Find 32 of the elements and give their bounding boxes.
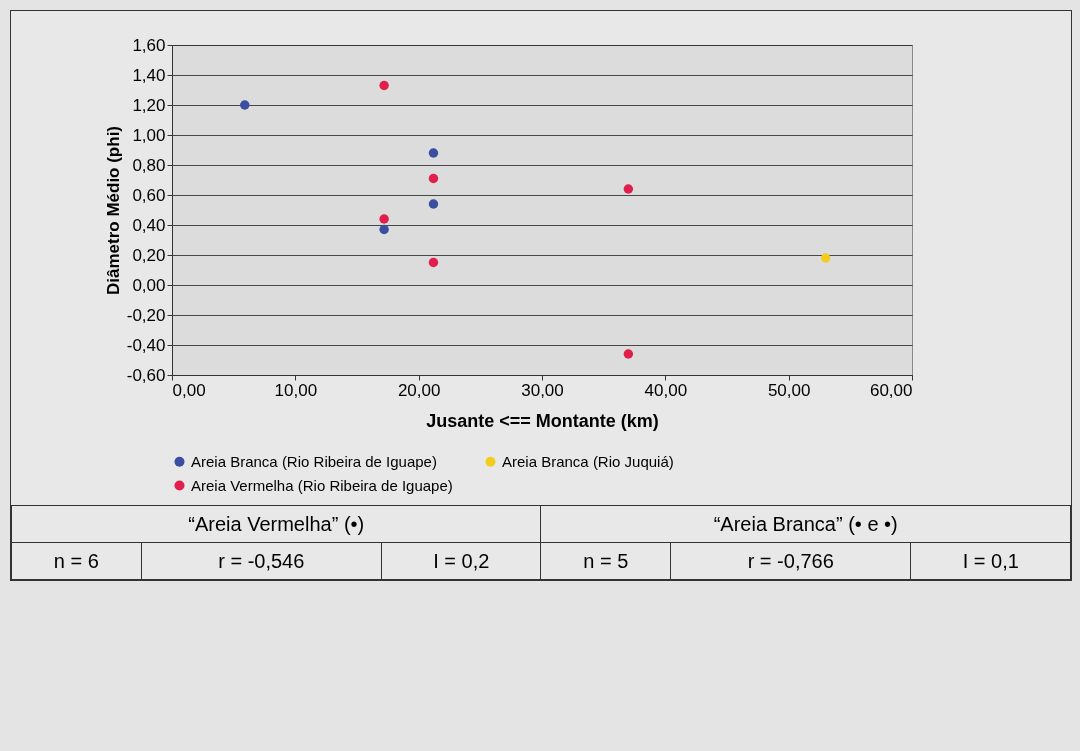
x-tick-label: 40,00 xyxy=(644,380,688,400)
text: “Areia Branca” (• e •) xyxy=(540,505,1071,543)
y-tick-label: 1,20 xyxy=(132,95,166,115)
y-tick-label: 1,40 xyxy=(132,65,166,85)
text: “Areia Vermelha” (•) xyxy=(11,505,541,543)
x-axis-title: Jusante <== Montante (km) xyxy=(426,410,659,431)
y-tick-label: -0,20 xyxy=(126,305,166,325)
legend-label: Areia Branca (Rio Ribeira de Iguape) xyxy=(191,452,437,470)
text: r = -0,546 xyxy=(141,542,382,580)
y-tick-label: 0,60 xyxy=(132,185,166,205)
y-tick-label: 0,00 xyxy=(132,275,166,295)
text: n = 5 xyxy=(540,542,671,580)
y-tick-label: -0,60 xyxy=(126,365,166,385)
text: I = 0,2 xyxy=(381,542,541,580)
x-tick-label: 60,00 xyxy=(869,380,913,400)
x-tick-label: 50,00 xyxy=(767,380,811,400)
y-axis-title: Diâmetro Médio (phi) xyxy=(103,125,123,296)
y-tick-label: 0,80 xyxy=(132,155,166,175)
text: I = 0,1 xyxy=(910,542,1071,580)
y-tick-label: -0,40 xyxy=(126,335,166,355)
y-tick-label: 1,60 xyxy=(132,35,166,55)
text: n = 6 xyxy=(11,542,142,580)
x-tick-label: 10,00 xyxy=(274,380,318,400)
x-tick-label: 0,00 xyxy=(172,380,206,400)
y-tick-label: 1,00 xyxy=(132,125,166,145)
y-tick-label: 0,40 xyxy=(132,215,166,235)
x-tick-label: 30,00 xyxy=(521,380,564,400)
y-tick-label: 0,20 xyxy=(132,245,166,265)
legend-label: Areia Vermelha (Rio Ribeira de Iguape) xyxy=(191,476,453,494)
text: r = -0,766 xyxy=(670,542,911,580)
x-tick-label: 20,00 xyxy=(397,380,441,400)
legend-label: Areia Branca (Rio Juquiá) xyxy=(502,452,674,470)
